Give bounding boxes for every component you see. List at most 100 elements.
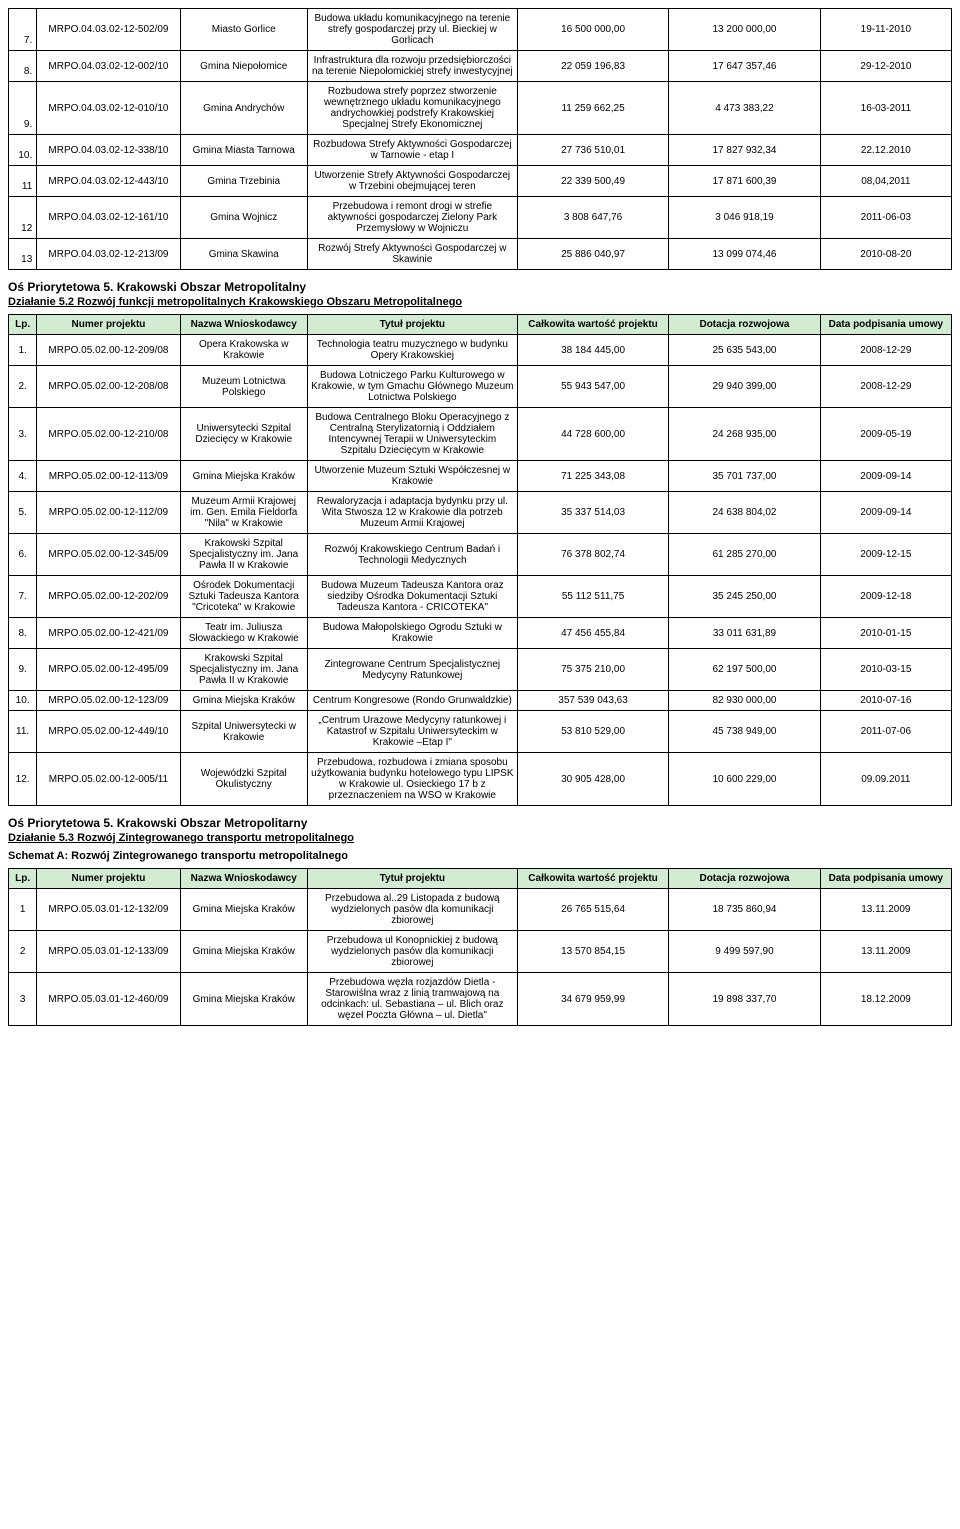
section-5-3-sub: Działanie 5.3 Rozwój Zintegrowanego tran… bbox=[8, 832, 952, 844]
cell-sign-date: 18.12.2009 bbox=[820, 973, 951, 1026]
cell-sign-date: 09.09.2011 bbox=[820, 753, 951, 806]
cell-project-number: MRPO.05.02.00-12-421/09 bbox=[37, 618, 180, 649]
cell-total-value: 55 943 547,00 bbox=[517, 366, 668, 408]
cell-project-title: Budowa Lotniczego Parku Kulturowego w Kr… bbox=[307, 366, 517, 408]
cell-project-number: MRPO.05.02.00-12-210/08 bbox=[37, 408, 180, 461]
col-total: Całkowita wartość projektu bbox=[517, 869, 668, 889]
cell-total-value: 357 539 043,63 bbox=[517, 691, 668, 711]
cell-project-title: Budowa Małopolskiego Ogrodu Sztuki w Kra… bbox=[307, 618, 517, 649]
table-row: 12.MRPO.05.02.00-12-005/11Wojewódzki Szp… bbox=[9, 753, 952, 806]
cell-total-value: 47 456 455,84 bbox=[517, 618, 668, 649]
cell-sign-date: 2008-12-29 bbox=[820, 335, 951, 366]
section-5-2-heading: Oś Priorytetowa 5. Krakowski Obszar Metr… bbox=[8, 280, 952, 294]
cell-applicant: Gmina Miejska Kraków bbox=[180, 973, 307, 1026]
cell-project-title: Infrastruktura dla rozwoju przedsiębiorc… bbox=[307, 51, 517, 82]
cell-project-title: Technologia teatru muzycznego w budynku … bbox=[307, 335, 517, 366]
cell-project-number: MRPO.05.02.00-12-209/08 bbox=[37, 335, 180, 366]
cell-lp: 5. bbox=[9, 492, 37, 534]
cell-project-title: Rozbudowa strefy poprzez stworzenie wewn… bbox=[307, 82, 517, 135]
cell-project-number: MRPO.05.02.00-12-005/11 bbox=[37, 753, 180, 806]
table-row: 8.MRPO.05.02.00-12-421/09Teatr im. Juliu… bbox=[9, 618, 952, 649]
cell-lp: 1. bbox=[9, 335, 37, 366]
cell-sign-date: 08,04,2011 bbox=[820, 166, 951, 197]
cell-applicant: Gmina Miejska Kraków bbox=[180, 931, 307, 973]
table-row: 11MRPO.04.03.02-12-443/10Gmina Trzebinia… bbox=[9, 166, 952, 197]
table-row: 8.MRPO.04.03.02-12-002/10Gmina Niepołomi… bbox=[9, 51, 952, 82]
cell-sign-date: 2009-05-19 bbox=[820, 408, 951, 461]
cell-lp: 3 bbox=[9, 973, 37, 1026]
cell-lp: 1 bbox=[9, 889, 37, 931]
cell-grant: 13 200 000,00 bbox=[669, 9, 820, 51]
cell-project-number: MRPO.04.03.02-12-002/10 bbox=[37, 51, 180, 82]
cell-lp: 8. bbox=[9, 618, 37, 649]
cell-grant: 24 268 935,00 bbox=[669, 408, 820, 461]
col-appl: Nazwa Wnioskodawcy bbox=[180, 315, 307, 335]
cell-grant: 35 245 250,00 bbox=[669, 576, 820, 618]
table-row: 2MRPO.05.03.01-12-133/09Gmina Miejska Kr… bbox=[9, 931, 952, 973]
section-5-3-heading: Oś Priorytetowa 5. Krakowski Obszar Metr… bbox=[8, 816, 952, 830]
table-row: 5.MRPO.05.02.00-12-112/09Muzeum Armii Kr… bbox=[9, 492, 952, 534]
cell-lp: 7. bbox=[9, 576, 37, 618]
cell-lp: 4. bbox=[9, 461, 37, 492]
col-lp: Lp. bbox=[9, 869, 37, 889]
col-total: Całkowita wartość projektu bbox=[517, 315, 668, 335]
cell-total-value: 26 765 515,64 bbox=[517, 889, 668, 931]
cell-applicant: Gmina Miejska Kraków bbox=[180, 691, 307, 711]
cell-project-number: MRPO.04.03.02-12-161/10 bbox=[37, 197, 180, 239]
cell-project-title: Rozwój Strefy Aktywności Gospodarczej w … bbox=[307, 239, 517, 270]
cell-lp: 12 bbox=[9, 197, 37, 239]
projects-table-continuation: 7.MRPO.04.03.02-12-502/09Miasto GorliceB… bbox=[8, 8, 952, 270]
section-5-3-schemat: Schemat A: Rozwój Zintegrowanego transpo… bbox=[8, 850, 952, 862]
table-row: 7.MRPO.05.02.00-12-202/09Ośrodek Dokumen… bbox=[9, 576, 952, 618]
cell-sign-date: 29-12-2010 bbox=[820, 51, 951, 82]
cell-applicant: Ośrodek Dokumentacji Sztuki Tadeusza Kan… bbox=[180, 576, 307, 618]
cell-grant: 3 046 918,19 bbox=[669, 197, 820, 239]
cell-total-value: 53 810 529,00 bbox=[517, 711, 668, 753]
cell-total-value: 44 728 600,00 bbox=[517, 408, 668, 461]
cell-project-title: Przebudowa i remont drogi w strefie akty… bbox=[307, 197, 517, 239]
cell-sign-date: 2010-07-16 bbox=[820, 691, 951, 711]
cell-project-number: MRPO.05.02.00-12-113/09 bbox=[37, 461, 180, 492]
cell-applicant: Gmina Miejska Kraków bbox=[180, 889, 307, 931]
cell-project-number: MRPO.04.03.02-12-443/10 bbox=[37, 166, 180, 197]
cell-project-number: MRPO.05.02.00-12-495/09 bbox=[37, 649, 180, 691]
col-num: Numer projektu bbox=[37, 869, 180, 889]
cell-project-title: Budowa Centralnego Bloku Operacyjnego z … bbox=[307, 408, 517, 461]
cell-total-value: 11 259 662,25 bbox=[517, 82, 668, 135]
cell-project-title: Rozwój Krakowskiego Centrum Badań i Tech… bbox=[307, 534, 517, 576]
cell-project-title: Rewaloryzacja i adaptacja bydynku przy u… bbox=[307, 492, 517, 534]
cell-total-value: 22 339 500,49 bbox=[517, 166, 668, 197]
cell-lp: 2 bbox=[9, 931, 37, 973]
cell-grant: 45 738 949,00 bbox=[669, 711, 820, 753]
cell-grant: 61 285 270,00 bbox=[669, 534, 820, 576]
cell-grant: 4 473 383,22 bbox=[669, 82, 820, 135]
cell-total-value: 34 679 959,99 bbox=[517, 973, 668, 1026]
cell-lp: 2. bbox=[9, 366, 37, 408]
cell-sign-date: 2011-07-06 bbox=[820, 711, 951, 753]
cell-project-title: Rozbudowa Strefy Aktywności Gospodarczej… bbox=[307, 135, 517, 166]
cell-applicant: Teatr im. Juliusza Słowackiego w Krakowi… bbox=[180, 618, 307, 649]
cell-total-value: 22 059 196,83 bbox=[517, 51, 668, 82]
cell-total-value: 35 337 514,03 bbox=[517, 492, 668, 534]
cell-sign-date: 19-11-2010 bbox=[820, 9, 951, 51]
cell-project-title: „Centrum Urazowe Medycyny ratunkowej i K… bbox=[307, 711, 517, 753]
cell-project-number: MRPO.05.03.01-12-460/09 bbox=[37, 973, 180, 1026]
table-row: 1MRPO.05.03.01-12-132/09Gmina Miejska Kr… bbox=[9, 889, 952, 931]
cell-lp: 6. bbox=[9, 534, 37, 576]
cell-project-title: Przebudowa al..29 Listopada z budową wyd… bbox=[307, 889, 517, 931]
cell-applicant: Gmina Skawina bbox=[180, 239, 307, 270]
table-row: 9.MRPO.04.03.02-12-010/10Gmina Andrychów… bbox=[9, 82, 952, 135]
cell-grant: 17 871 600,39 bbox=[669, 166, 820, 197]
cell-sign-date: 16-03-2011 bbox=[820, 82, 951, 135]
cell-grant: 19 898 337,70 bbox=[669, 973, 820, 1026]
projects-table-5-2: Lp. Numer projektu Nazwa Wnioskodawcy Ty… bbox=[8, 314, 952, 806]
cell-sign-date: 2009-12-15 bbox=[820, 534, 951, 576]
table-row: 9.MRPO.05.02.00-12-495/09Krakowski Szpit… bbox=[9, 649, 952, 691]
cell-sign-date: 2009-09-14 bbox=[820, 492, 951, 534]
cell-total-value: 30 905 428,00 bbox=[517, 753, 668, 806]
cell-lp: 10. bbox=[9, 135, 37, 166]
table-row: 10.MRPO.05.02.00-12-123/09Gmina Miejska … bbox=[9, 691, 952, 711]
cell-project-title: Utworzenie Strefy Aktywności Gospodarcze… bbox=[307, 166, 517, 197]
cell-applicant: Wojewódzki Szpital Okulistyczny bbox=[180, 753, 307, 806]
cell-applicant: Szpital Uniwersytecki w Krakowie bbox=[180, 711, 307, 753]
